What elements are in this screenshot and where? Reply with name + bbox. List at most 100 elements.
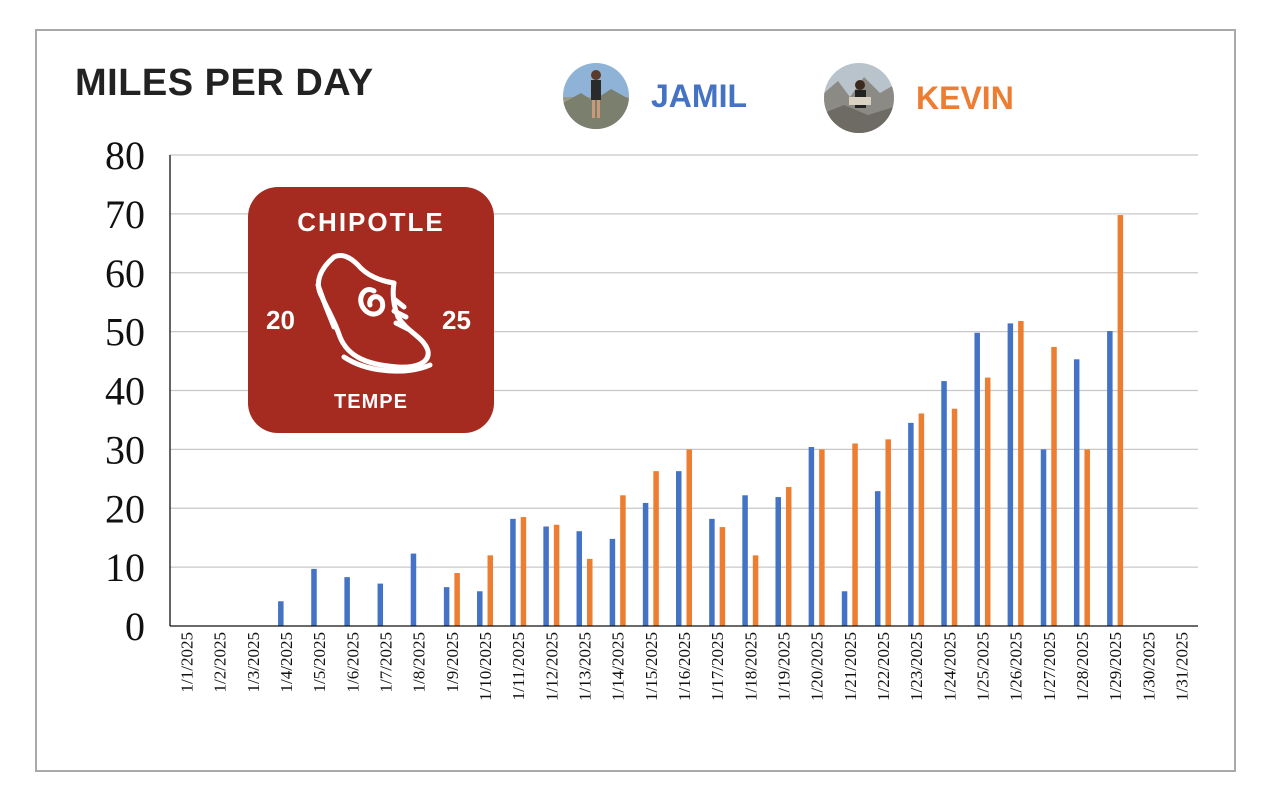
- y-tick-label: 10: [105, 545, 145, 590]
- bar-jamil: [742, 495, 748, 626]
- legend-label-kevin: KEVIN: [916, 79, 1014, 116]
- x-tick-label: 1/3/2025: [244, 632, 263, 692]
- y-tick-label: 60: [105, 251, 145, 296]
- x-tick-label: 1/2/2025: [211, 632, 230, 692]
- x-tick-label: 1/5/2025: [310, 632, 329, 692]
- y-tick-label: 70: [105, 192, 145, 237]
- bar-kevin: [553, 524, 560, 626]
- chart-frame: [35, 29, 1236, 772]
- x-tick-label: 1/23/2025: [907, 632, 926, 701]
- x-tick-label: 1/27/2025: [1040, 632, 1059, 701]
- logo-right-text: 25: [442, 305, 471, 335]
- logo-left-text: 20: [266, 305, 295, 335]
- x-tick-label: 1/8/2025: [410, 632, 429, 692]
- bar-jamil: [1040, 449, 1047, 626]
- x-tick-label: 1/26/2025: [1007, 632, 1026, 701]
- bar-kevin: [686, 449, 692, 626]
- bar-jamil: [775, 497, 781, 626]
- legend-item-kevin: KEVIN: [824, 63, 1014, 133]
- x-tick-label: 1/29/2025: [1106, 632, 1125, 701]
- bar-jamil: [410, 553, 417, 626]
- bar-jamil: [1073, 359, 1080, 626]
- avatar-kevin: [824, 63, 894, 133]
- chipotle-tempe-logo: CHIPOTLE 20 25 TEMPE: [248, 187, 494, 433]
- bar-jamil: [278, 601, 284, 626]
- bar-jamil: [642, 502, 649, 626]
- x-tick-label: 1/25/2025: [973, 632, 992, 701]
- y-tick-label: 50: [105, 310, 145, 355]
- bar-kevin: [454, 573, 460, 626]
- bar-kevin: [1084, 449, 1090, 626]
- bar-jamil: [908, 422, 914, 626]
- bar-jamil: [311, 568, 317, 626]
- bar-kevin: [1117, 215, 1124, 627]
- x-tick-label: 1/30/2025: [1139, 632, 1158, 701]
- bar-kevin: [819, 449, 825, 626]
- bar-jamil: [1007, 323, 1014, 626]
- y-tick-label: 80: [105, 133, 145, 178]
- x-tick-label: 1/9/2025: [443, 632, 462, 692]
- bar-jamil: [609, 538, 616, 626]
- bar-jamil: [676, 471, 682, 626]
- x-tick-label: 1/6/2025: [343, 632, 362, 692]
- x-tick-label: 1/16/2025: [675, 632, 694, 701]
- legend-label-jamil: JAMIL: [651, 77, 747, 114]
- bar-kevin: [951, 408, 958, 626]
- logo-bottom-text: TEMPE: [334, 391, 408, 413]
- bar-kevin: [520, 517, 527, 626]
- bar-kevin: [852, 443, 858, 626]
- y-tick-label: 20: [105, 486, 145, 531]
- x-tick-label: 1/28/2025: [1073, 632, 1092, 701]
- bar-jamil: [510, 518, 516, 626]
- running-shoe-icon: [315, 252, 433, 374]
- bar-jamil: [543, 526, 549, 626]
- bar-jamil: [974, 332, 980, 626]
- x-tick-label: 1/14/2025: [609, 632, 628, 701]
- legend-item-jamil: JAMIL: [563, 63, 747, 129]
- bar-jamil: [709, 518, 715, 626]
- y-tick-label: 40: [105, 369, 145, 414]
- bar-kevin: [653, 471, 659, 626]
- x-tick-label: 1/7/2025: [377, 632, 396, 692]
- bar-jamil: [576, 531, 583, 626]
- x-tick-label: 1/21/2025: [841, 632, 860, 701]
- bar-kevin: [918, 413, 925, 626]
- bar-jamil: [377, 583, 384, 626]
- bar-jamil: [941, 381, 947, 626]
- bar-kevin: [785, 487, 792, 626]
- chart-title: MILES PER DAY: [75, 62, 374, 104]
- bar-jamil: [477, 591, 483, 626]
- bar-jamil: [1107, 331, 1113, 626]
- x-tick-label: 1/13/2025: [576, 632, 595, 701]
- bar-jamil: [808, 447, 815, 626]
- bar-kevin: [1051, 346, 1057, 626]
- x-tick-label: 1/22/2025: [874, 632, 893, 701]
- bar-jamil: [874, 491, 881, 626]
- bar-jamil: [841, 591, 848, 626]
- bar-kevin: [984, 377, 991, 626]
- y-tick-label: 30: [105, 427, 145, 472]
- x-tick-label: 1/1/2025: [178, 632, 197, 692]
- x-tick-label: 1/19/2025: [774, 632, 793, 701]
- x-tick-label: 1/18/2025: [741, 632, 760, 701]
- x-tick-label: 1/24/2025: [940, 632, 959, 701]
- x-tick-label: 1/31/2025: [1172, 632, 1191, 701]
- bar-jamil: [443, 587, 450, 626]
- logo-top-text: CHIPOTLE: [297, 207, 445, 237]
- x-tick-label: 1/17/2025: [708, 632, 727, 701]
- bar-kevin: [719, 527, 726, 626]
- bar-kevin: [1018, 321, 1024, 626]
- x-tick-label: 1/4/2025: [277, 632, 296, 692]
- bar-jamil: [344, 577, 350, 626]
- bar-kevin: [487, 555, 494, 626]
- y-tick-label: 0: [125, 604, 145, 649]
- x-tick-label: 1/10/2025: [476, 632, 495, 701]
- bar-kevin: [885, 439, 891, 626]
- x-tick-label: 1/15/2025: [642, 632, 661, 701]
- x-tick-label: 1/20/2025: [808, 632, 827, 701]
- x-tick-label: 1/11/2025: [509, 632, 528, 700]
- bar-kevin: [752, 555, 759, 626]
- x-tick-label: 1/12/2025: [542, 632, 561, 701]
- bar-kevin: [587, 558, 593, 626]
